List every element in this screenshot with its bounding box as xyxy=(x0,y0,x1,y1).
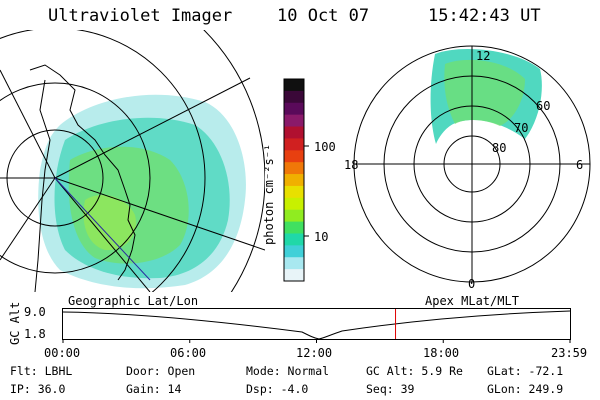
info-ip: IP: 36.0 xyxy=(10,382,66,396)
colorbar-band xyxy=(284,102,304,116)
x-tick-2359: 23:59 xyxy=(551,346,588,360)
colorbar-band xyxy=(284,162,304,175)
timeline-left-label: Geographic Lat/Lon xyxy=(68,294,199,308)
colorbar-band xyxy=(284,257,304,270)
timeline-right-label: Apex MLat/MLT xyxy=(425,294,519,308)
colorbar-band xyxy=(284,233,304,246)
polar-grid xyxy=(353,45,591,283)
colorbar-band xyxy=(284,185,304,199)
polar-label-noon: 12 xyxy=(476,49,490,63)
altitude-curve xyxy=(62,310,571,340)
info-dsp: Dsp: -4.0 xyxy=(246,382,309,396)
colorbar-band xyxy=(284,126,304,139)
x-tick-1200: 12:00 xyxy=(296,346,333,360)
timeline-plot xyxy=(62,308,571,343)
x-tick-0000: 00:00 xyxy=(44,346,81,360)
colorbar-band xyxy=(284,90,304,104)
info-glon: GLon: 249.9 xyxy=(487,382,564,396)
timeline-y-bottom: 1.8 xyxy=(24,327,46,341)
polar-label-dusk: 18 xyxy=(344,158,358,172)
colorbar-band xyxy=(284,209,304,223)
colorbar xyxy=(283,78,309,282)
timeline-yaxis-label: GC Alt xyxy=(8,301,22,345)
colorbar-band xyxy=(284,197,304,211)
info-mode: Mode: Normal xyxy=(246,364,330,378)
colorbar-band xyxy=(284,79,304,92)
colorbar-tick-10: 10 xyxy=(314,230,329,244)
colorbar-band xyxy=(284,114,304,128)
polar-mlat-mlt-plot: 12 18 6 0 60 70 80 xyxy=(344,45,591,291)
aurora-region-core xyxy=(83,195,136,251)
image-date: 10 Oct 07 xyxy=(277,6,370,26)
info-filter: Flt: LBHL xyxy=(10,364,73,378)
info-glat: GLat: -72.1 xyxy=(487,364,564,378)
info-gc-alt: GC Alt: 5.9 Re xyxy=(366,364,463,378)
image-time: 15:42:43 UT xyxy=(428,6,541,26)
coastline xyxy=(29,64,136,292)
polar-label-dawn: 6 xyxy=(576,158,583,172)
polar-lat-70: 70 xyxy=(514,121,528,135)
polar-lat-80: 80 xyxy=(492,141,506,155)
colorbar-band xyxy=(284,245,304,258)
colorbar-unit-label: photon cm⁻²s⁻¹ xyxy=(262,143,276,245)
instrument-title: Ultraviolet Imager xyxy=(48,6,233,26)
colorbar-band xyxy=(284,150,304,163)
x-tick-1800: 18:00 xyxy=(423,346,460,360)
colorbar-band xyxy=(284,269,304,282)
colorbar-band xyxy=(284,221,304,234)
x-tick-0600: 06:00 xyxy=(170,346,207,360)
timeline-y-top: 9.0 xyxy=(24,305,46,319)
info-gain: Gain: 14 xyxy=(126,382,182,396)
latlon-grid xyxy=(0,30,265,292)
info-seq: Seq: 39 xyxy=(366,382,415,396)
colorbar-band xyxy=(284,138,304,151)
info-door: Door: Open xyxy=(126,364,196,378)
colorbar-band xyxy=(284,174,304,187)
polar-label-midnight: 0 xyxy=(468,277,475,291)
geographic-map-panel xyxy=(0,30,265,292)
meridian-line xyxy=(54,177,151,281)
colorbar-tick-100: 100 xyxy=(314,140,336,154)
polar-lat-60: 60 xyxy=(536,99,550,113)
